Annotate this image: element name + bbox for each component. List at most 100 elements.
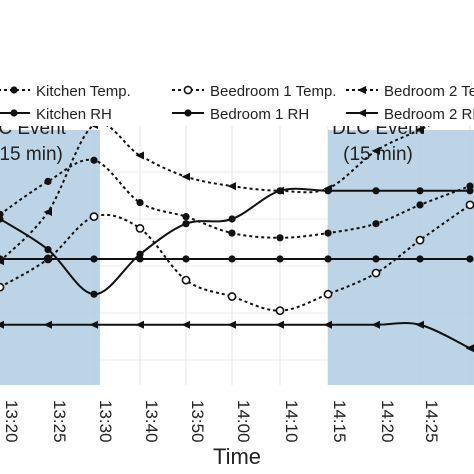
data-point-1-2 [89,212,99,222]
series-line-2 [0,105,471,262]
data-point-2-9 [415,125,424,134]
legend-marker-5 [357,109,366,117]
data-point-4-4 [182,255,190,263]
data-point-0-6 [276,234,284,242]
x-tick-label-1: 13:25 [50,400,69,443]
legend-marker-4 [184,109,192,117]
data-point-3-4 [182,220,190,228]
data-point-4-3 [136,255,144,263]
event-label-duration-1: (15 min) [0,144,63,165]
data-point-5-7 [323,320,332,329]
data-point-1-7 [323,289,333,299]
data-point-1-10 [465,200,474,210]
data-point-2-3 [135,151,144,160]
legend-item-4: Bedroom 1 RH [172,106,309,123]
legend: Kitchen Temp. Kitchen RH Beedroom 1 Temp. B… [0,74,474,126]
data-point-4-0 [0,255,4,263]
data-point-1-4 [181,275,191,285]
data-point-4-5 [228,255,236,263]
data-point-0-8 [372,220,380,228]
data-point-0-7 [324,229,332,237]
legend-item-3: Kitchen RH [0,106,112,123]
event-label-duration-2: (15 min) [343,144,413,165]
data-point-3-0 [0,215,4,223]
data-point-4-10 [466,255,474,263]
x-tick-label-5: 14:00 [234,400,253,443]
x-tick-label-10: 14:30 [472,400,474,443]
legend-marker-0 [10,86,18,94]
data-point-5-5 [227,320,236,329]
data-point-3-5 [228,215,236,223]
x-tick-label-0: 13:20 [2,400,21,443]
data-point-4-7 [324,255,332,263]
data-point-2-5 [227,182,236,191]
data-point-0-5 [228,229,236,237]
data-point-0-2 [90,156,98,164]
data-point-5-3 [135,320,144,329]
data-point-5-1 [43,320,52,329]
data-point-5-9 [415,320,424,329]
data-point-5-8 [371,320,380,329]
legend-label-3: Kitchen RH [36,106,112,123]
data-point-2-8 [371,146,380,155]
legend-marker-1 [183,85,193,95]
legend-marker-2 [357,86,366,94]
data-point-5-6 [275,320,284,329]
x-tick-label-6: 14:10 [282,400,301,443]
data-point-1-8 [371,268,381,278]
x-tick-labels: 13:20 13:25 13:30 13:40 13:50 14:00 14:10 14:15… [2,400,474,443]
legend-label-4: Bedroom 1 RH [210,106,309,123]
x-tick-label-3: 13:40 [142,400,161,443]
data-point-4-6 [276,255,284,263]
x-tick-label-8: 14:20 [378,400,397,443]
data-point-1-0 [0,282,5,292]
legend-item-5: Bedroom 2 RH [346,106,474,123]
data-point-1-9 [415,235,425,245]
x-tick-label-7: 14:15 [330,400,349,443]
x-axis-title: Time [213,444,261,469]
dlc-event-band-2 [328,130,474,385]
data-point-2-1 [43,207,52,216]
data-point-0-1 [44,177,52,185]
data-point-3-7 [324,187,332,195]
data-point-3-1 [44,245,52,254]
data-point-4-8 [372,255,380,263]
data-point-3-6 [276,187,284,195]
series-4 [0,255,474,263]
data-point-4-2 [90,255,98,263]
data-point-4-9 [416,255,424,263]
x-tick-label-4: 13:50 [188,400,207,443]
legend-item-1: Beedroom 1 Temp. [172,83,336,100]
data-point-1-5 [227,292,237,301]
x-tick-label-2: 13:30 [96,400,115,443]
data-point-1-6 [275,306,285,316]
data-point-5-0 [0,320,4,329]
data-point-3-8 [372,187,380,195]
data-point-1-3 [135,223,145,233]
data-point-2-4 [181,172,190,181]
legend-label-5: Bedroom 2 RH [384,106,474,123]
series-3 [0,187,474,298]
data-point-0-4 [182,213,190,221]
data-point-5-10 [465,344,474,353]
legend-background [0,74,474,126]
event-bands: DLC Event(15 min)DLC Event(15 min) [0,118,474,385]
legend-item-2: Bedroom 2 Temp. [346,83,474,100]
data-point-0-9 [416,201,424,209]
data-point-3-9 [416,187,424,195]
series-5 [0,320,474,353]
legend-label-1: Beedroom 1 Temp. [210,83,336,100]
data-point-3-2 [90,290,98,298]
series-layer [0,102,474,353]
data-point-3-10 [466,187,474,195]
x-tick-label-9: 14:25 [422,400,441,443]
legend-label-2: Bedroom 2 Temp. [384,83,474,100]
data-point-4-1 [44,255,52,263]
data-point-5-2 [89,320,98,329]
legend-marker-3 [10,109,18,117]
legend-label-0: Kitchen Temp. [36,83,131,100]
data-point-5-4 [181,320,190,329]
legend-item-0: Kitchen Temp. [0,83,131,100]
data-point-0-3 [136,198,144,207]
